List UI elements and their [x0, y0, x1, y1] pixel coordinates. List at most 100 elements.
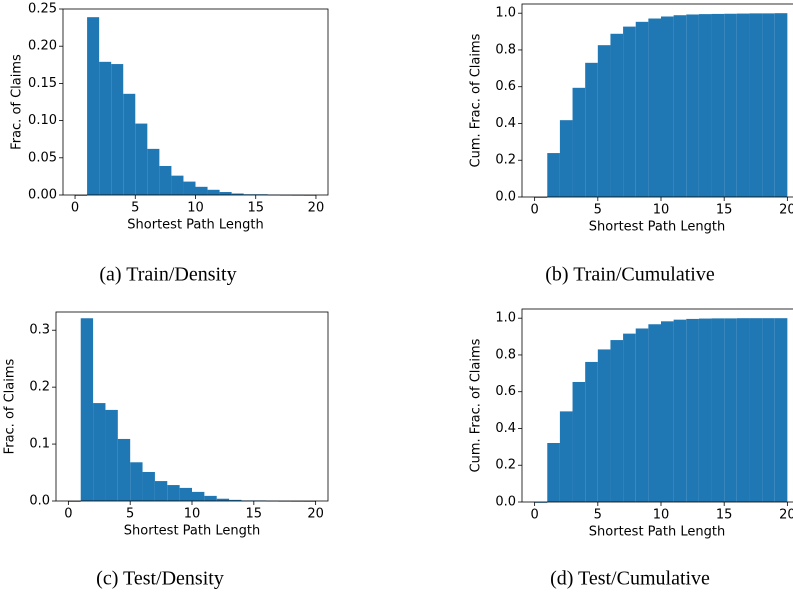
- bar: [661, 321, 674, 502]
- bar: [80, 318, 94, 501]
- x-tick-label: 15: [716, 508, 733, 523]
- bar: [135, 123, 148, 195]
- bar: [585, 62, 598, 197]
- bar: [673, 319, 687, 502]
- bar: [610, 33, 624, 197]
- bar: [686, 14, 699, 197]
- bar: [698, 14, 712, 197]
- bar: [597, 45, 611, 197]
- y-tick-label: 0.00: [28, 188, 57, 203]
- bar: [572, 381, 586, 502]
- x-tick-label: 5: [594, 203, 602, 218]
- bar: [749, 318, 763, 502]
- x-axis-label: Shortest Path Length: [589, 525, 725, 540]
- bar: [559, 120, 573, 197]
- bar: [774, 13, 788, 198]
- bar: [154, 481, 168, 501]
- y-tick-label: 0.10: [28, 113, 57, 128]
- y-tick-label: 0.4: [495, 421, 516, 436]
- x-tick-label: 20: [779, 203, 793, 218]
- bar: [724, 13, 737, 198]
- x-tick-label: 10: [653, 203, 670, 218]
- bar: [749, 13, 763, 198]
- y-tick-label: 0.8: [495, 42, 516, 57]
- bar: [610, 340, 624, 502]
- x-axis-label: Shortest Path Length: [124, 524, 260, 539]
- y-tick-label: 0.6: [495, 79, 516, 94]
- y-tick-label: 0.0: [495, 495, 516, 510]
- y-tick-label: 0.2: [495, 458, 516, 473]
- y-axis-label: Frac. of Claims: [3, 358, 18, 454]
- y-tick-label: 0.05: [28, 150, 57, 165]
- bar: [736, 13, 750, 198]
- bar: [724, 318, 737, 502]
- bar: [87, 17, 100, 195]
- caption: (b) Train/Cumulative: [545, 264, 715, 286]
- bar: [105, 409, 118, 501]
- bar: [661, 16, 674, 197]
- bar: [711, 13, 725, 197]
- y-tick-label: 1.0: [495, 311, 516, 326]
- x-tick-label: 5: [594, 508, 602, 523]
- x-tick-label: 0: [71, 201, 79, 216]
- y-tick-label: 0.3: [29, 323, 50, 338]
- bar: [762, 318, 775, 502]
- bar: [623, 26, 636, 198]
- x-tick-label: 10: [653, 508, 670, 523]
- bar: [597, 349, 611, 502]
- y-tick-label: 0.20: [28, 39, 57, 54]
- x-axis-label: Shortest Path Length: [589, 220, 725, 235]
- bar: [774, 318, 788, 502]
- x-tick-label: 15: [246, 507, 263, 522]
- x-tick-label: 15: [247, 201, 264, 216]
- y-tick-label: 0.2: [495, 153, 516, 168]
- bar: [130, 462, 143, 501]
- caption: (d) Test/Cumulative: [550, 568, 710, 590]
- y-tick-label: 0.2: [29, 380, 50, 395]
- x-tick-label: 10: [184, 507, 201, 522]
- bar: [159, 165, 172, 195]
- bar: [635, 21, 649, 197]
- y-tick-label: 0.8: [495, 347, 516, 362]
- bar: [171, 175, 184, 195]
- y-tick-label: 0.15: [28, 76, 57, 91]
- y-tick-label: 0.0: [29, 494, 50, 509]
- bar: [547, 442, 560, 502]
- x-tick-label: 0: [64, 507, 72, 522]
- x-axis-label: Shortest Path Length: [127, 218, 263, 233]
- bar: [229, 499, 242, 501]
- bar: [762, 13, 775, 198]
- bar: [547, 153, 560, 197]
- x-tick-label: 0: [530, 203, 538, 218]
- bar: [711, 318, 725, 502]
- y-tick-label: 0.0: [495, 190, 516, 205]
- y-tick-label: 1.0: [495, 6, 516, 21]
- x-tick-label: 20: [307, 507, 324, 522]
- bar: [736, 318, 750, 502]
- bar: [195, 186, 208, 195]
- x-tick-label: 5: [126, 507, 134, 522]
- y-tick-label: 0.1: [29, 437, 50, 452]
- y-tick-label: 0.25: [28, 2, 57, 17]
- caption: (c) Test/Density: [96, 568, 224, 590]
- bar: [147, 148, 160, 195]
- bar: [207, 189, 220, 195]
- x-tick-label: 10: [187, 201, 204, 216]
- x-tick-label: 5: [131, 201, 139, 216]
- bar: [698, 318, 712, 502]
- bar: [635, 328, 649, 502]
- y-axis-label: Cum. Frac. of Claims: [469, 338, 484, 472]
- y-tick-label: 0.6: [495, 384, 516, 399]
- bar: [648, 18, 661, 198]
- bar: [99, 61, 112, 195]
- bar: [216, 498, 230, 501]
- bar: [204, 495, 217, 501]
- bar: [111, 64, 124, 195]
- bar: [673, 15, 687, 197]
- y-axis-label: Cum. Frac. of Claims: [469, 33, 484, 167]
- bar: [142, 471, 155, 501]
- bar: [585, 361, 598, 502]
- x-tick-label: 20: [308, 201, 325, 216]
- caption: (a) Train/Density: [99, 264, 236, 286]
- bar: [231, 193, 244, 195]
